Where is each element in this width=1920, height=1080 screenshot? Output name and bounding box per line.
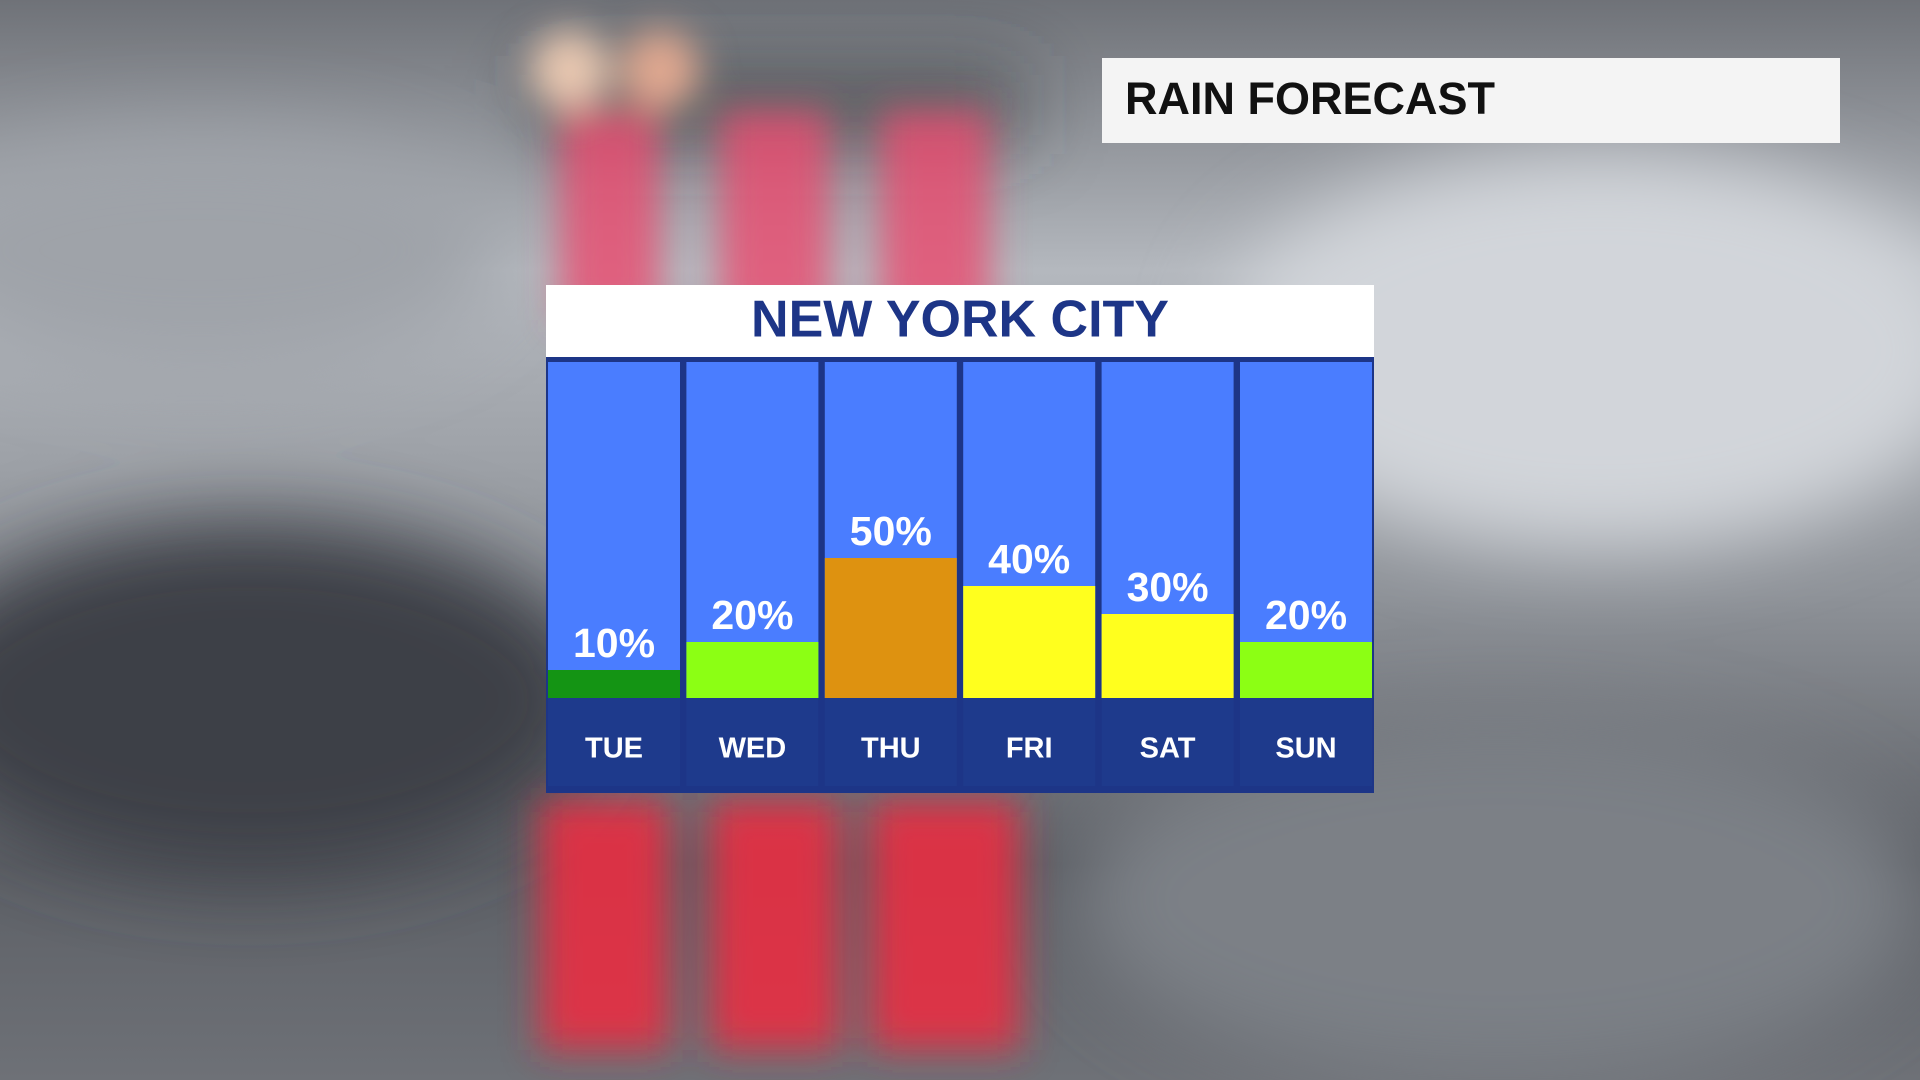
x-tick-label: SUN	[1275, 733, 1336, 765]
shadow	[1080, 720, 1920, 1080]
bar	[1101, 614, 1234, 698]
x-tick-label: FRI	[1006, 733, 1053, 765]
bar	[548, 670, 680, 698]
bar	[824, 558, 957, 698]
light	[620, 30, 700, 110]
x-tick-label: TUE	[585, 733, 643, 765]
chart-panel	[546, 285, 1374, 793]
day-band	[1101, 698, 1234, 786]
bar	[1240, 642, 1372, 698]
light	[530, 30, 610, 110]
value-label: 40%	[988, 536, 1070, 582]
chart-title: NEW YORK CITY	[751, 291, 1169, 349]
day-band	[548, 698, 680, 786]
x-tick-label: WED	[719, 733, 787, 765]
bar	[686, 642, 819, 698]
column-background	[548, 362, 680, 698]
x-tick-label: THU	[861, 733, 921, 765]
day-band	[1240, 698, 1372, 786]
value-label: 10%	[573, 620, 655, 666]
reflection	[870, 800, 1020, 1050]
header-title: RAIN FORECAST	[1125, 73, 1495, 124]
reflection	[540, 800, 670, 1050]
day-band	[963, 698, 1096, 786]
highlight	[1220, 150, 1920, 550]
day-band	[686, 698, 819, 786]
day-band	[824, 698, 957, 786]
chart-header	[546, 285, 1374, 357]
reflection	[710, 800, 840, 1050]
highlight	[0, 130, 500, 370]
x-tick-label: SAT	[1140, 733, 1196, 765]
header-box	[1102, 58, 1840, 143]
value-label: 20%	[711, 592, 793, 638]
value-label: 30%	[1127, 564, 1209, 610]
value-label: 20%	[1265, 592, 1347, 638]
shadow	[0, 520, 600, 880]
value-label: 50%	[850, 508, 932, 554]
bar	[963, 586, 1096, 698]
